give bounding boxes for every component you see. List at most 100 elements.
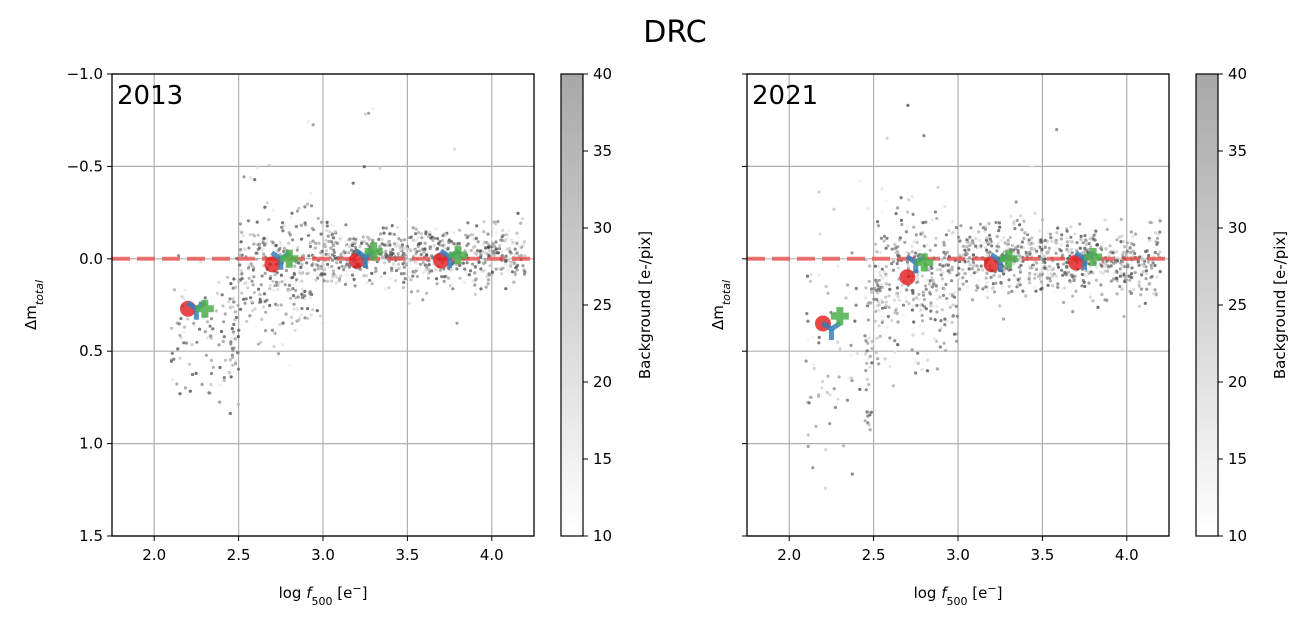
scatter-point [849, 353, 853, 357]
scatter-point [1020, 240, 1024, 244]
y-axis-label: Δmtotal [709, 280, 733, 330]
scatter-point [1103, 218, 1107, 222]
scatter-point [1058, 247, 1062, 251]
scatter-point [885, 326, 890, 330]
scatter-point [951, 303, 955, 307]
scatter-point [391, 262, 396, 266]
scatter-point [1069, 235, 1073, 239]
scatter-point [1043, 260, 1047, 265]
scatter-point [935, 216, 939, 221]
scatter-point [209, 371, 213, 376]
scatter-point [816, 394, 821, 398]
scatter-point [246, 219, 250, 223]
scatter-point [510, 270, 514, 274]
scatter-point [275, 303, 279, 307]
scatter-point [323, 272, 327, 276]
scatter-point [276, 288, 280, 292]
panel-2013: 2.0 2.5 3.0 3.5 4.0 −1.0 −0.5 0.0 0.5 1.0 1.5 2013 l… [22, 65, 535, 608]
scatter-point [190, 343, 194, 347]
scatter-point [238, 263, 242, 267]
scatter-point [414, 227, 418, 231]
scatter-point [494, 230, 498, 235]
scatter-point [812, 367, 816, 371]
scatter-point [340, 264, 344, 268]
scatter-point [1094, 278, 1099, 282]
scatter-point [932, 282, 936, 286]
scatter-point [436, 237, 440, 241]
scatter-point [300, 279, 304, 283]
scatter-point [241, 234, 245, 238]
scatter-point [232, 277, 236, 281]
scatter-point [307, 271, 311, 275]
scatter-point [1028, 264, 1032, 268]
scatter-point [513, 247, 517, 251]
scatter-point [1018, 268, 1023, 272]
scatter-point [892, 259, 896, 264]
scatter-point [958, 239, 962, 243]
scatter-point [1059, 237, 1064, 241]
scatter-point [990, 287, 994, 291]
scatter-point [1046, 283, 1050, 287]
scatter-point [1047, 250, 1051, 254]
scatter-point [423, 241, 427, 245]
scatter-point [305, 261, 309, 265]
scatter-point [478, 249, 482, 253]
scatter-point [928, 279, 932, 283]
scatter-point [950, 279, 954, 283]
scatter-point [1033, 276, 1037, 280]
scatter-point [863, 334, 867, 338]
x-tick-label: 3.5 [1030, 546, 1054, 564]
scatter-point [904, 299, 909, 304]
scatter-point [957, 235, 961, 239]
scatter-point [288, 363, 292, 367]
scatter-point [409, 290, 413, 294]
scatter-point [343, 282, 348, 286]
scatter-point [314, 278, 318, 282]
scatter-point [963, 248, 967, 252]
scatter-point [494, 247, 499, 251]
scatter-point [1036, 246, 1040, 250]
scatter-point [884, 274, 888, 278]
scatter-point [828, 422, 832, 426]
scatter-point [248, 264, 252, 268]
scatter-point [1156, 241, 1160, 245]
scatter-point [828, 393, 832, 397]
scatter-point [311, 308, 315, 312]
scatter-point [451, 287, 455, 291]
scatter-point [303, 289, 307, 294]
scatter-point [416, 244, 420, 249]
scatter-point [870, 339, 874, 343]
scatter-point [406, 258, 410, 262]
scatter-point [1045, 276, 1049, 280]
scatter-point [303, 294, 307, 298]
scatter-point [928, 248, 932, 252]
scatter-point [245, 262, 249, 266]
scatter-point [463, 267, 467, 271]
scatter-point [492, 253, 496, 257]
scatter-point [380, 242, 384, 246]
scatter-point [850, 251, 854, 255]
scatter-point [203, 330, 207, 334]
scatter-point [296, 279, 301, 283]
scatter-point [184, 341, 188, 345]
scatter-point [1088, 291, 1092, 295]
scatter-point [345, 245, 349, 249]
scatter-point [379, 275, 383, 279]
scatter-point [945, 263, 949, 267]
scatter-point [1121, 253, 1125, 257]
scatter-point [1032, 265, 1036, 269]
scatter-point [390, 224, 394, 228]
scatter-point [231, 363, 235, 367]
scatter-point [1028, 252, 1032, 256]
scatter-point [368, 237, 372, 241]
scatter-point [899, 196, 903, 200]
scatter-point [940, 277, 945, 281]
scatter-point [238, 253, 242, 257]
scatter-point [330, 233, 334, 237]
scatter-point [300, 287, 304, 291]
scatter-point [344, 223, 348, 227]
scatter-point [927, 282, 931, 286]
scatter-point [975, 284, 979, 288]
scatter-point [1158, 270, 1162, 274]
colorbar-2013: 10 15 20 25 30 35 40 Background [e-/pix] [560, 65, 654, 545]
